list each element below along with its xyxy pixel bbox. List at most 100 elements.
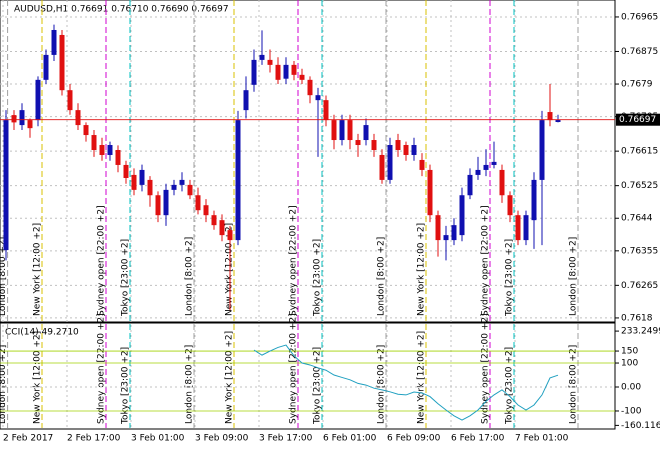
- session-label: Tokyo [23:00 +2]: [313, 347, 323, 425]
- candle-body: [419, 159, 425, 170]
- cci-title: CCI(14) 49.2710: [5, 328, 79, 338]
- candle-body: [91, 135, 97, 150]
- y-tick-label: 233.2499: [621, 327, 660, 337]
- y-tick-label: 150: [621, 347, 638, 357]
- session-label: London [8:00 +2]: [0, 345, 8, 424]
- candle-body: [515, 215, 521, 241]
- y-tick-label: -160.116: [621, 421, 660, 431]
- candle-body: [251, 59, 257, 85]
- x-tick-label: 3 Feb 17:00: [259, 434, 313, 444]
- candle-body: [131, 174, 137, 190]
- candle-body: [523, 215, 529, 241]
- candle-body: [355, 140, 361, 146]
- candle-body: [163, 189, 169, 216]
- y-tick-label: 0.00: [621, 383, 641, 393]
- session-label: New York [12:00 +2]: [417, 223, 427, 316]
- x-tick-label: 3 Feb 01:00: [131, 434, 185, 444]
- y-tick-label: 0.7679: [621, 80, 653, 90]
- y-tick-label: 0.76875: [621, 47, 658, 57]
- session-label: Tokyo [23:00 +2]: [121, 239, 131, 317]
- candle-body: [123, 164, 129, 178]
- candle-body: [75, 110, 81, 126]
- session-label: Tokyo [23:00 +2]: [313, 239, 323, 317]
- candle-body: [315, 95, 321, 101]
- candle-body: [203, 205, 209, 216]
- candle-body: [451, 225, 457, 241]
- candle-body: [539, 120, 545, 180]
- candle-body: [459, 195, 465, 236]
- y-tick-label: 0.76525: [621, 181, 658, 191]
- candle-body: [299, 74, 305, 80]
- candle-body: [11, 115, 17, 123]
- candle-body: [427, 169, 433, 216]
- candle-body: [467, 174, 473, 196]
- x-tick-label: 6 Feb 17:00: [451, 434, 505, 444]
- session-label: Tokyo [23:00 +2]: [505, 347, 515, 425]
- candle-body: [67, 90, 73, 111]
- candle-body: [275, 64, 281, 80]
- y-tick-label: 0.7618: [621, 313, 653, 323]
- candle-body: [323, 100, 329, 121]
- candle-body: [475, 169, 481, 175]
- session-label: London [8:00 +2]: [185, 345, 195, 424]
- candle-body: [371, 140, 377, 150]
- candle-body: [291, 64, 297, 75]
- candle-body: [219, 220, 225, 236]
- session-label: New York [12:00 +2]: [33, 331, 43, 424]
- candle-body: [99, 145, 105, 155]
- candle-body: [43, 54, 49, 80]
- candle-body: [83, 125, 89, 136]
- candle-body: [363, 125, 369, 141]
- session-label: Sydney open [22:00 +2]: [481, 313, 491, 424]
- candle-body: [35, 79, 41, 121]
- chart-title: AUDUSD,H1 0.76691 0.76710 0.76690 0.7669…: [14, 5, 229, 15]
- price-pane: [0, 0, 616, 323]
- candle-body: [147, 179, 153, 196]
- candle-body: [211, 215, 217, 226]
- x-tick-label: 2 Feb 2017: [3, 434, 53, 444]
- y-tick-label: 0.76355: [621, 246, 658, 256]
- y-tick-label: -100: [621, 406, 642, 416]
- session-label: Sydney open [22:00 +2]: [481, 205, 491, 316]
- candle-body: [499, 169, 505, 196]
- candle-body: [259, 54, 265, 60]
- session-label: London [8:00 +2]: [569, 345, 579, 424]
- session-label: Sydney open [22:00 +2]: [289, 313, 299, 424]
- candle-body: [491, 161, 497, 165]
- x-tick-label: 7 Feb 01:00: [515, 434, 569, 444]
- y-tick-label: 100: [621, 359, 638, 369]
- candle-body: [395, 140, 401, 150]
- session-label: London [8:00 +2]: [0, 237, 8, 316]
- candle-body: [339, 120, 345, 141]
- y-tick-label: 0.7644: [621, 214, 653, 224]
- y-tick-label: 0.76965: [621, 12, 658, 22]
- candle-body: [139, 169, 145, 185]
- candle-body: [443, 235, 449, 241]
- candle-body: [3, 120, 9, 251]
- candle-body: [243, 90, 249, 111]
- candle-body: [107, 145, 113, 155]
- x-tick-label: 6 Feb 09:00: [387, 434, 441, 444]
- candle-body: [507, 195, 513, 216]
- candle-body: [347, 120, 353, 141]
- session-label: London [8:00 +2]: [569, 237, 579, 316]
- session-label: Tokyo [23:00 +2]: [505, 239, 515, 317]
- session-label: London [8:00 +2]: [377, 237, 387, 316]
- candle-body: [171, 184, 177, 190]
- x-tick-label: 3 Feb 09:00: [195, 434, 249, 444]
- session-label: New York [12:00 +2]: [417, 331, 427, 424]
- candle-body: [27, 120, 33, 129]
- candle-body: [307, 79, 313, 96]
- candle-body: [195, 195, 201, 211]
- session-label: London [8:00 +2]: [377, 345, 387, 424]
- candle-body: [531, 179, 537, 221]
- candle-body: [411, 145, 417, 155]
- candle-body: [179, 179, 185, 185]
- cci-pane: [0, 322, 616, 430]
- session-label: Sydney open [22:00 +2]: [289, 205, 299, 316]
- candle-body: [387, 145, 393, 180]
- candle-body: [547, 112, 553, 121]
- session-label: London [8:00 +2]: [185, 237, 195, 316]
- cci-line: [253, 344, 559, 421]
